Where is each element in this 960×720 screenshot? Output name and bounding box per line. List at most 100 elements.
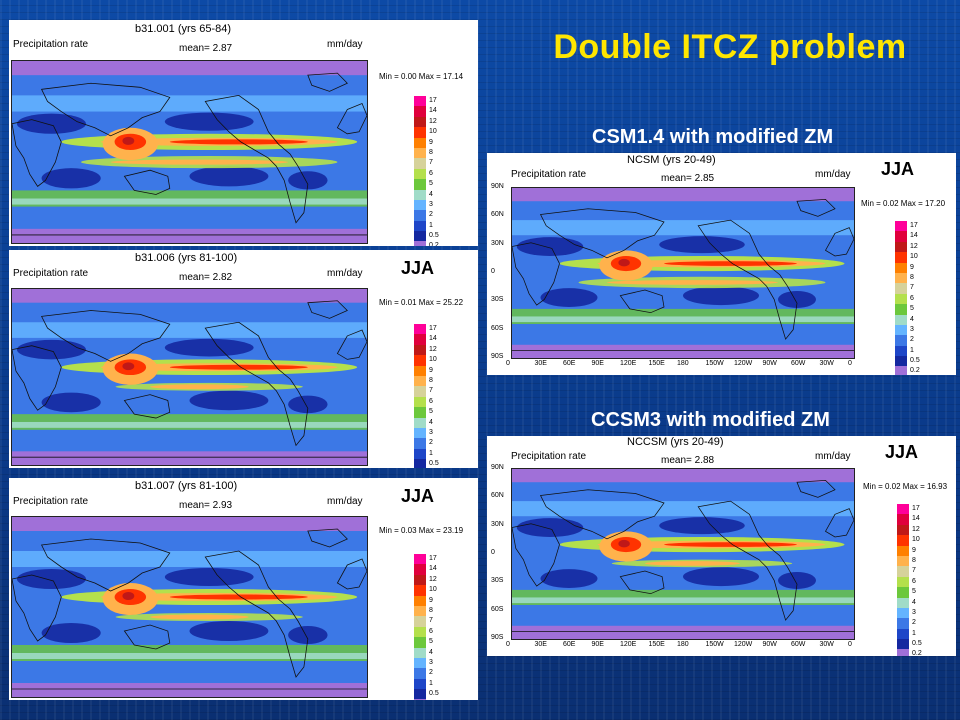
panel-title: b31.006 (yrs 81-100): [135, 252, 238, 264]
legend-row: 14: [895, 231, 941, 243]
legend-row: 6: [414, 168, 460, 181]
subheading-csm14: CSM1.4 with modified ZM: [592, 126, 834, 148]
coastline-asia: [40, 82, 171, 137]
legend-level: 12: [429, 117, 437, 125]
legend-level: 4: [910, 315, 914, 323]
legend-level: 17: [912, 505, 920, 512]
legend-swatch: [414, 699, 426, 700]
ocean-background: [512, 469, 854, 639]
legend-row: 17: [897, 504, 943, 516]
legend-level: 0.2: [429, 699, 439, 700]
panel-mean: mean= 2.87: [179, 43, 232, 54]
panel-minmax: Min = 0.01 Max = 25.22: [379, 298, 464, 307]
panel-variable-label: Precipitation rate: [13, 496, 89, 507]
mean-label: mean=: [661, 173, 692, 184]
coastline-americas: [204, 94, 309, 224]
legend-level: 1: [429, 679, 433, 687]
legend-swatch: [897, 649, 909, 656]
itcz-north-max: [169, 364, 308, 370]
legend-level: 0.5: [429, 232, 439, 240]
dry-zone: [516, 518, 584, 537]
coastline-europe: [336, 329, 367, 360]
legend-row: 6: [414, 396, 460, 409]
legend-row: 0.2: [895, 366, 941, 375]
map-panel-ncsm: NCSM (yrs 20-49) Precipitation rate mean…: [487, 153, 956, 375]
legend-row: 3: [414, 199, 460, 212]
legend-level: 17: [429, 97, 437, 104]
legend-level: 6: [910, 294, 914, 302]
legend-row: 17: [414, 96, 460, 108]
ocean-background: [12, 61, 367, 243]
legend-level: 0.5: [910, 357, 920, 365]
lon-tick-label: 150E: [648, 641, 665, 648]
legend-level: 6: [912, 577, 916, 585]
legend-level: 12: [910, 242, 918, 250]
polar-band: [12, 517, 367, 531]
legend-level: 1: [910, 346, 914, 354]
panel-title: b31.007 (yrs 81-100): [135, 480, 238, 492]
legend-level: 5: [429, 180, 433, 188]
storm-track: [512, 316, 854, 323]
dry-zone: [41, 392, 101, 413]
lat-tick-label: 60N: [491, 211, 504, 219]
dry-zone: [683, 567, 759, 587]
dry-zone: [778, 290, 816, 308]
panel-variable-label: Precipitation rate: [13, 39, 89, 50]
lon-tick-label: 150W: [705, 641, 724, 648]
itcz-south-core: [607, 280, 778, 285]
warm-pool-max: [618, 539, 630, 548]
legend-row: 2: [414, 438, 460, 450]
lon-tick-label: 60W: [791, 360, 806, 367]
season-tag: JJA: [881, 159, 915, 179]
polar-band: [512, 344, 854, 358]
season-tag: JJA: [401, 258, 435, 278]
lon-tick-label: 90W: [762, 360, 777, 367]
legend-level: 17: [429, 325, 437, 332]
storm-track: [12, 95, 367, 112]
legend-row: 12: [897, 524, 943, 537]
map-panel-nccsm: NCCSM (yrs 20-49) Precipitation rate mea…: [487, 436, 956, 656]
itcz-north-max: [664, 542, 797, 547]
lon-tick-label: 0: [506, 641, 510, 648]
panel-title: b31.001 (yrs 65-84): [135, 23, 231, 35]
season-tag: JJA: [401, 486, 435, 506]
legend-level: 6: [429, 627, 433, 635]
legend-row: 1: [414, 448, 460, 461]
lon-tick-label: 120W: [734, 641, 753, 648]
legend-level: 14: [429, 107, 437, 115]
legend-row: 10: [895, 252, 941, 264]
legend-row: 1: [414, 678, 460, 691]
legend-level: 3: [429, 200, 433, 208]
legend-level: 14: [910, 232, 918, 240]
dry-zone: [288, 171, 328, 190]
lon-tick-label: 0: [848, 641, 852, 648]
legend-row: 9: [895, 262, 941, 274]
dry-zone: [778, 571, 816, 589]
coastline-asia: [40, 538, 171, 592]
panel-variable-label: Precipitation rate: [511, 451, 587, 462]
dry-zone: [41, 623, 101, 643]
panel-units: mm/day: [327, 39, 363, 50]
legend-level: 8: [912, 556, 916, 564]
legend-swatch: [895, 366, 907, 375]
lon-tick-label: 150W: [705, 360, 724, 367]
legend-level: 2: [429, 669, 433, 677]
legend-level: 8: [429, 376, 433, 384]
coastline-greenland: [796, 198, 836, 217]
legend-row: 14: [414, 106, 460, 118]
legend-level: 2: [910, 336, 914, 344]
legend-level: 2: [429, 439, 433, 447]
polar-band: [12, 289, 367, 303]
legend-level: 12: [429, 345, 437, 353]
mean-value: 2.87: [212, 43, 233, 54]
lat-tick-label: 90S: [491, 634, 504, 641]
legend-row: 4: [897, 597, 943, 609]
legend-level: 1: [429, 449, 433, 457]
itcz-north-max: [169, 594, 308, 600]
legend-row: 8: [897, 555, 943, 568]
lon-tick-label: 60E: [563, 360, 576, 367]
ocean-background: [512, 188, 854, 358]
legend-level: 0.5: [429, 690, 439, 698]
storm-track: [12, 653, 367, 659]
legend-row: 6: [897, 576, 943, 589]
